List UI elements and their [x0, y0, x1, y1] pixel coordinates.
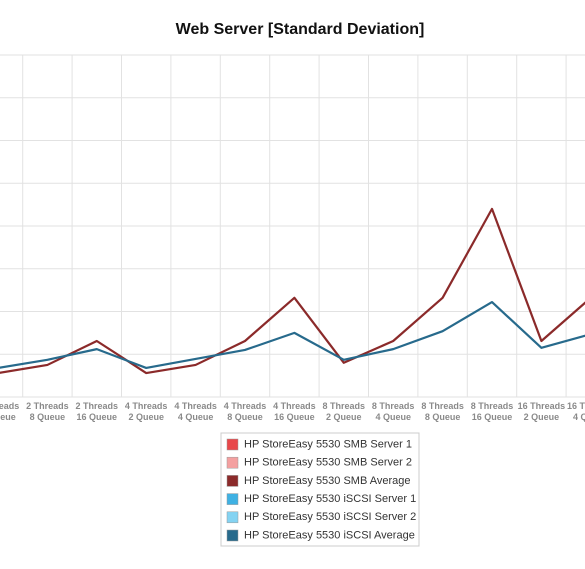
legend-label: HP StoreEasy 5530 SMB Server 2 — [244, 457, 412, 469]
legend-swatch — [226, 475, 239, 487]
legend-swatch — [226, 511, 239, 524]
legend-swatch — [226, 456, 239, 469]
x-tick-label: 8 Threads 2 Queue — [323, 401, 366, 422]
legend-label: HP StoreEasy 5530 iSCSI Server 2 — [244, 511, 416, 523]
series-line — [0, 300, 585, 370]
legend-label: HP StoreEasy 5530 SMB Server 1 — [244, 438, 412, 450]
legend-swatch — [226, 529, 239, 542]
legend-label: HP StoreEasy 5530 iSCSI Average — [244, 529, 415, 541]
x-tick-label: 4 Threads 8 Queue — [224, 401, 267, 422]
x-tick-label: 16 Threads 2 Queue — [518, 401, 566, 422]
series-line — [0, 207, 585, 375]
legend-label: HP StoreEasy 5530 iSCSI Server 1 — [244, 493, 416, 505]
x-tick-label: 8 Threads 16 Queue — [471, 401, 514, 422]
x-tick-label: 2 Threads 8 Queue — [26, 401, 69, 422]
legend-swatch — [226, 493, 239, 505]
x-tick-label: 2 Threads 16 Queue — [76, 401, 119, 422]
legend-swatch — [226, 438, 239, 451]
chart-title: Web Server [Standard Deviation] — [176, 21, 425, 38]
x-tick-label: 4 Threads 2 Queue — [125, 401, 168, 422]
x-tick-label: 4 Threads 4 Queue — [174, 401, 217, 422]
x-tick-label: 8 Threads 8 Queue — [421, 401, 464, 422]
x-tick-label: 4 Threads 16 Queue — [273, 401, 316, 422]
legend-box — [220, 432, 420, 547]
legend-label: HP StoreEasy 5530 SMB Average — [244, 475, 411, 487]
x-tick-label: 8 Threads 4 Queue — [372, 401, 415, 422]
